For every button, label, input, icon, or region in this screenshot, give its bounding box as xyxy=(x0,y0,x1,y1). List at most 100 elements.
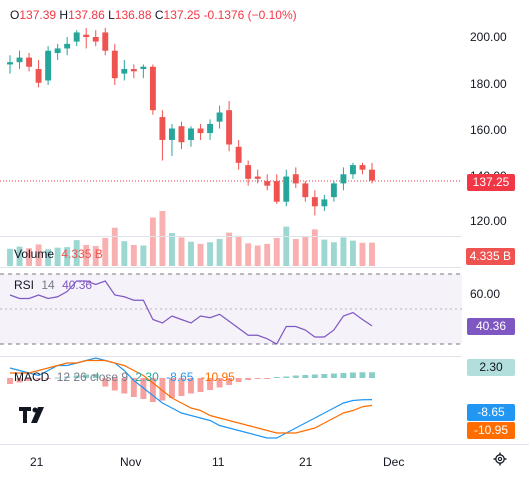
volume-bar xyxy=(226,232,233,266)
volume-label: Volume xyxy=(14,247,55,261)
time-label-nov: Nov xyxy=(120,455,142,469)
close-label: C xyxy=(154,8,164,22)
volume-bar xyxy=(273,237,280,266)
candle-body xyxy=(54,48,61,54)
candle-body xyxy=(264,181,271,186)
candle-body xyxy=(349,165,356,175)
pane-separator[interactable] xyxy=(0,356,462,357)
macd-legend[interactable]: MACD 12 26 close 9 2.30 -8.65 -10.95 xyxy=(14,370,235,384)
volume-bar xyxy=(83,244,90,266)
open-label: O xyxy=(10,8,20,22)
volume-bar xyxy=(302,236,309,266)
macd-hist-bar xyxy=(302,375,309,378)
volume-bar xyxy=(330,242,337,266)
time-label-21: 21 xyxy=(30,455,44,469)
candle-body xyxy=(216,112,223,122)
volume-bar xyxy=(64,247,71,266)
candle-body xyxy=(207,123,214,134)
time-label-11: 11 xyxy=(212,455,225,469)
volume-bar xyxy=(245,243,252,266)
candle-body xyxy=(64,43,71,49)
macd-hist-bar xyxy=(254,378,261,379)
macd-hist-bar xyxy=(35,378,42,380)
macd-hist-bar xyxy=(197,378,204,392)
candle-body xyxy=(73,32,80,42)
macd-hist-bar xyxy=(149,378,156,402)
volume-bar xyxy=(102,237,109,266)
rsi-label: RSI xyxy=(14,278,35,292)
candle-body xyxy=(311,197,318,207)
volume-bar xyxy=(45,249,52,266)
time-axis-separator xyxy=(0,444,529,445)
candle-body xyxy=(369,169,375,181)
macd-hist-bar xyxy=(188,378,194,394)
change-value: -0.1376 (−0.10%) xyxy=(203,8,297,22)
volume-bar xyxy=(235,235,242,266)
volume-value: 4.335 B xyxy=(61,247,103,261)
volume-bar xyxy=(149,217,156,266)
macd-hist-bar xyxy=(26,378,33,381)
macd-hist-bar xyxy=(92,374,99,378)
gear-icon[interactable] xyxy=(493,452,507,466)
macd-axis-tag: -8.65 xyxy=(467,404,515,421)
macd-pane xyxy=(7,357,375,439)
candle-body xyxy=(235,146,242,163)
macd-hist-bar xyxy=(102,378,109,387)
volume-bar xyxy=(16,246,23,266)
volume-bar xyxy=(264,243,271,266)
volume-bar xyxy=(168,233,175,266)
macd-hist-bar xyxy=(54,377,61,379)
signal-axis-tag: -10.95 xyxy=(467,422,515,439)
pane-separator[interactable] xyxy=(0,236,462,237)
pane-separator[interactable] xyxy=(0,267,462,268)
macd-hist-bar xyxy=(283,376,290,378)
rsi-period: 14 xyxy=(41,278,55,292)
volume-bar xyxy=(35,244,42,266)
tradingview-logo-icon[interactable] xyxy=(18,404,50,426)
candle-body xyxy=(7,62,13,65)
low-label: L xyxy=(108,8,115,22)
candle-body xyxy=(292,174,299,184)
price-tick-200: 200.00 xyxy=(470,30,507,44)
candle-body xyxy=(83,34,90,37)
rsi-legend[interactable]: RSI 14 40.36 xyxy=(14,278,92,292)
macd-hist-bar xyxy=(349,372,356,378)
volume-bar xyxy=(121,241,128,266)
time-label-21b: 21 xyxy=(299,455,313,469)
macd-hist-axis-tag: 2.30 xyxy=(467,359,515,376)
volume-bar xyxy=(188,241,194,266)
volume-bar xyxy=(26,248,33,266)
high-value: 137.86 xyxy=(68,8,105,22)
macd-hist-value: 2.30 xyxy=(135,370,159,384)
macd-hist-bar xyxy=(264,378,271,379)
open-value: 137.39 xyxy=(19,8,57,22)
volume-bar xyxy=(216,239,223,266)
candle-body xyxy=(178,126,185,143)
volume-bar xyxy=(254,245,261,266)
volume-legend[interactable]: Volume 4.335 B xyxy=(14,247,103,261)
macd-hist-bar xyxy=(311,374,318,378)
candle-body xyxy=(197,128,204,134)
price-tick-180: 180.00 xyxy=(470,77,507,91)
candle-body xyxy=(159,117,166,140)
volume-bar xyxy=(7,248,13,266)
last-price-tag: 137.25 xyxy=(467,174,515,191)
high-label: H xyxy=(59,8,69,22)
candle-body xyxy=(188,128,194,140)
macd-hist-bar xyxy=(45,378,52,379)
macd-hist-bar xyxy=(159,378,166,401)
macd-hist-bar xyxy=(321,374,328,378)
candle-body xyxy=(330,183,337,198)
candle-body xyxy=(340,174,347,184)
volume-bar xyxy=(340,237,347,266)
macd-hist-bar xyxy=(83,374,90,378)
candle-body xyxy=(35,69,42,83)
rsi-line xyxy=(9,280,373,345)
price-tick-120: 120.00 xyxy=(470,214,507,228)
macd-line xyxy=(9,357,373,439)
chart-canvas[interactable] xyxy=(0,0,462,445)
low-value: 136.88 xyxy=(114,8,152,22)
macd-label: MACD xyxy=(14,370,50,384)
macd-hist-bar xyxy=(359,372,366,378)
candle-body xyxy=(149,66,156,111)
